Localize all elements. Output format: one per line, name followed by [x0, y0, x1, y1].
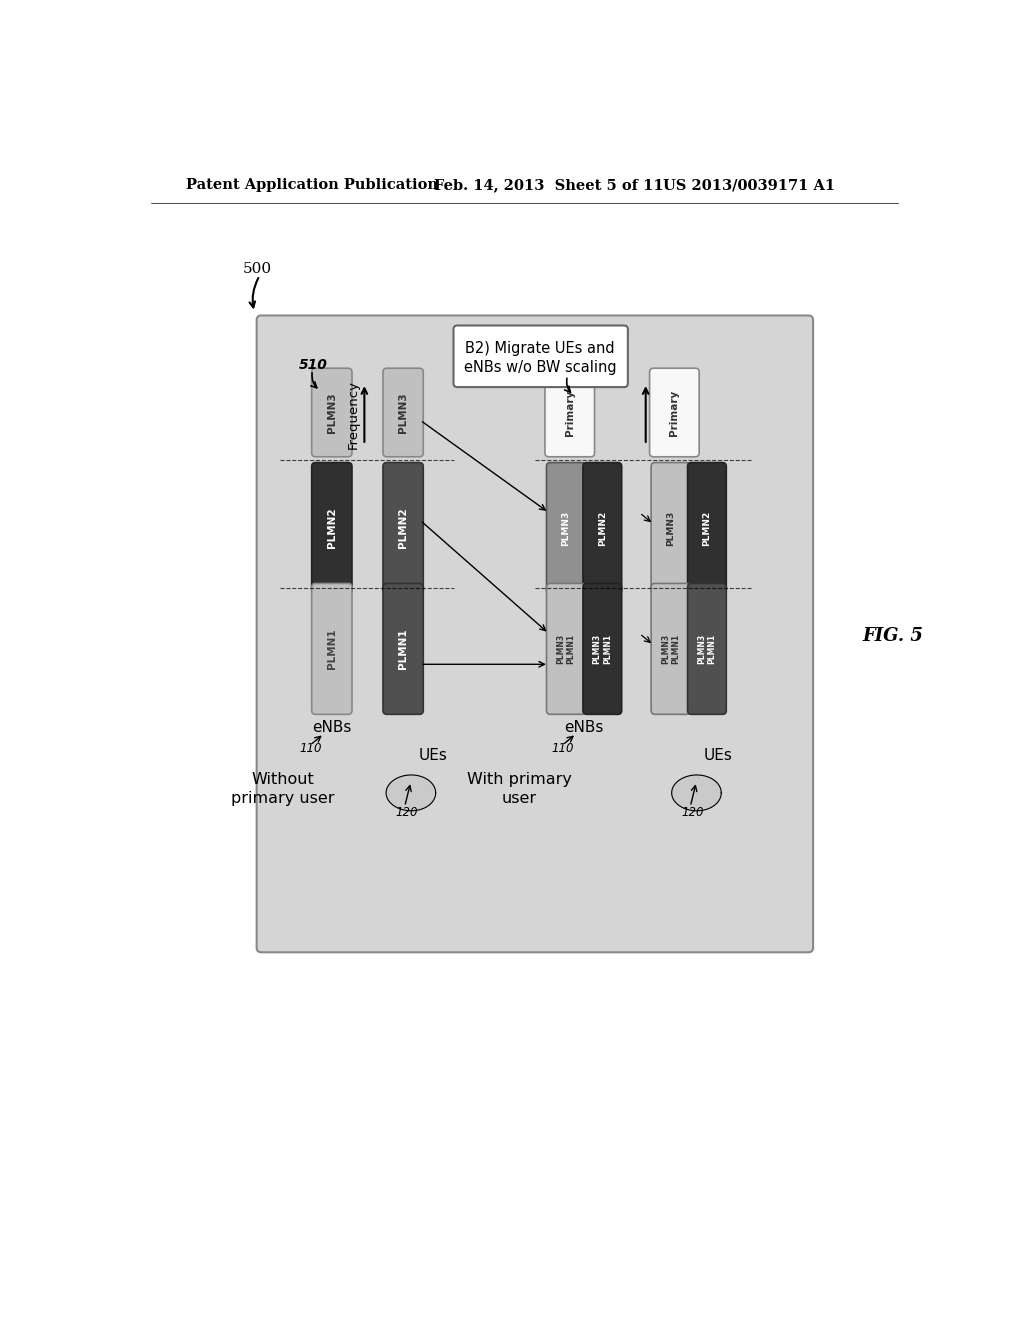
FancyBboxPatch shape — [257, 315, 813, 952]
FancyBboxPatch shape — [311, 368, 352, 457]
Text: PLMN2: PLMN2 — [398, 508, 409, 548]
Text: Primary: Primary — [670, 389, 679, 436]
FancyBboxPatch shape — [547, 583, 586, 714]
Polygon shape — [386, 775, 435, 810]
FancyBboxPatch shape — [311, 583, 352, 714]
Text: B2) Migrate UEs and: B2) Migrate UEs and — [466, 341, 615, 356]
FancyBboxPatch shape — [383, 462, 423, 594]
Text: eNBs: eNBs — [312, 719, 351, 735]
Text: PLMN3
PLMN1: PLMN3 PLMN1 — [593, 634, 612, 664]
Text: 120: 120 — [681, 805, 703, 818]
Text: PLMN3: PLMN3 — [327, 392, 337, 433]
FancyBboxPatch shape — [545, 368, 595, 457]
Text: With primary
user: With primary user — [467, 772, 571, 807]
Text: 120: 120 — [395, 805, 418, 818]
FancyBboxPatch shape — [383, 368, 423, 457]
Text: eNBs: eNBs — [564, 719, 604, 735]
Text: UEs: UEs — [703, 748, 732, 763]
FancyBboxPatch shape — [687, 583, 726, 714]
Text: PLMN1: PLMN1 — [327, 628, 337, 669]
Text: PLMN3: PLMN3 — [561, 511, 570, 545]
Text: PLMN1: PLMN1 — [398, 628, 409, 669]
Text: PLMN2: PLMN2 — [327, 508, 337, 548]
Text: US 2013/0039171 A1: US 2013/0039171 A1 — [663, 178, 835, 193]
FancyBboxPatch shape — [687, 462, 726, 594]
FancyBboxPatch shape — [311, 462, 352, 594]
Text: 520: 520 — [550, 366, 580, 379]
Text: PLMN3
PLMN1: PLMN3 PLMN1 — [660, 634, 680, 664]
Text: eNBs w/o BW scaling: eNBs w/o BW scaling — [464, 360, 616, 375]
FancyBboxPatch shape — [547, 462, 586, 594]
Text: Frequency: Frequency — [347, 380, 360, 449]
Text: UEs: UEs — [418, 748, 447, 763]
Text: 510: 510 — [299, 358, 328, 372]
Text: 110: 110 — [552, 742, 574, 755]
FancyBboxPatch shape — [383, 583, 423, 714]
Text: PLMN3
PLMN1: PLMN3 PLMN1 — [556, 634, 575, 664]
Polygon shape — [672, 775, 721, 810]
Text: PLMN3
PLMN1: PLMN3 PLMN1 — [697, 634, 717, 664]
FancyBboxPatch shape — [454, 326, 628, 387]
Text: Patent Application Publication: Patent Application Publication — [186, 178, 438, 193]
FancyBboxPatch shape — [651, 583, 690, 714]
Text: PLMN2: PLMN2 — [598, 511, 607, 545]
Text: 110: 110 — [299, 742, 322, 755]
Text: PLMN3: PLMN3 — [666, 511, 675, 545]
Text: 500: 500 — [243, 263, 271, 276]
Text: PLMN3: PLMN3 — [398, 392, 409, 433]
FancyBboxPatch shape — [583, 462, 622, 594]
Text: Primary: Primary — [565, 389, 574, 436]
Text: FIG. 5: FIG. 5 — [862, 627, 924, 644]
FancyBboxPatch shape — [649, 368, 699, 457]
Text: PLMN2: PLMN2 — [702, 511, 712, 545]
FancyBboxPatch shape — [651, 462, 690, 594]
FancyBboxPatch shape — [583, 583, 622, 714]
Text: Feb. 14, 2013  Sheet 5 of 11: Feb. 14, 2013 Sheet 5 of 11 — [434, 178, 664, 193]
Text: Without
primary user: Without primary user — [231, 772, 335, 807]
